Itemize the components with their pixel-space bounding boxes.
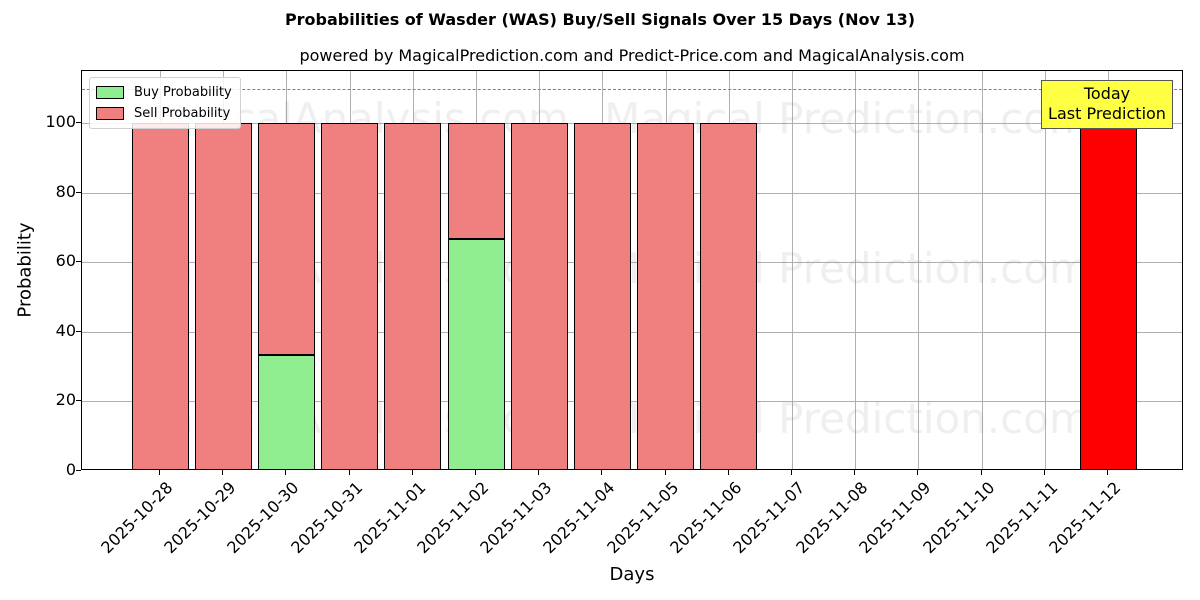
- chart-title: Probabilities of Wasder (WAS) Buy/Sell S…: [284, 10, 916, 29]
- y-tick-label: 60: [55, 251, 76, 271]
- sell-bar: [637, 123, 695, 469]
- gridline-y: [82, 123, 1182, 125]
- buy-bar: [447, 239, 505, 469]
- buy-bar: [257, 355, 315, 469]
- gridline-y: [82, 331, 1182, 333]
- gridline-x: [981, 71, 983, 469]
- y-tick-label: 20: [55, 390, 76, 410]
- y-tick-mark: [76, 191, 81, 193]
- y-tick-mark: [76, 122, 81, 124]
- sell-bar: [510, 123, 568, 469]
- y-tick-mark: [76, 261, 81, 263]
- x-tick-mark: [727, 470, 729, 475]
- x-tick-mark: [475, 470, 476, 475]
- legend-label-buy: Buy Probability: [134, 85, 232, 100]
- y-tick-label: 0: [65, 460, 76, 479]
- reference-line: [82, 89, 1182, 90]
- y-tick-label: 80: [55, 181, 76, 201]
- y-tick-mark: [76, 470, 81, 471]
- x-tick-mark: [664, 470, 666, 475]
- gridline-x: [1044, 71, 1046, 469]
- today-bar: [1079, 123, 1137, 469]
- x-tick-mark: [854, 470, 856, 475]
- sell-bar: [700, 123, 758, 469]
- legend-item-sell: Sell Probability: [96, 103, 232, 124]
- sell-bar: [257, 123, 315, 356]
- x-axis-label: Days: [609, 564, 655, 585]
- chart-subtitle: powered by MagicalPrediction.com and Pre…: [299, 46, 965, 65]
- sell-bar: [194, 123, 252, 469]
- x-tick-mark: [917, 470, 919, 475]
- sell-swatch-icon: [96, 107, 124, 120]
- x-tick-mark: [601, 470, 603, 475]
- x-tick-mark: [222, 470, 224, 475]
- buy-swatch-icon: [96, 86, 124, 99]
- x-tick-mark: [348, 470, 350, 475]
- x-tick-mark: [285, 470, 287, 475]
- annotation-line1: Today: [1083, 84, 1131, 103]
- x-tick-mark: [538, 470, 540, 475]
- legend: Buy Probability Sell Probability: [89, 77, 241, 129]
- plot-area: MagicalAnalysis.com Magical Prediction.co…: [81, 70, 1183, 470]
- gridline-y: [82, 401, 1182, 403]
- y-tick-mark: [76, 330, 81, 332]
- y-tick-mark: [76, 400, 81, 402]
- annotation-line2: Last Prediction: [1048, 104, 1166, 123]
- x-tick-mark: [1043, 470, 1045, 475]
- gridline-x: [918, 71, 920, 469]
- y-tick-label: 100: [45, 112, 76, 132]
- gridline-x: [792, 71, 793, 469]
- today-annotation: Today Last Prediction: [1041, 80, 1173, 129]
- sell-bar: [384, 123, 442, 469]
- x-tick-mark: [159, 470, 160, 475]
- legend-label-sell: Sell Probability: [134, 106, 231, 121]
- x-tick-mark: [1107, 470, 1108, 475]
- sell-bar: [573, 123, 631, 469]
- sell-bar: [321, 123, 379, 469]
- sell-bar: [131, 123, 189, 469]
- x-tick-mark: [411, 470, 413, 475]
- gridline-x: [855, 71, 857, 469]
- x-tick-mark: [980, 470, 982, 475]
- gridline-y: [82, 262, 1182, 264]
- sell-bar: [447, 123, 505, 240]
- gridline-y: [82, 192, 1182, 194]
- y-tick-label: 40: [55, 320, 76, 340]
- x-tick-mark: [791, 470, 792, 475]
- legend-item-buy: Buy Probability: [96, 82, 232, 103]
